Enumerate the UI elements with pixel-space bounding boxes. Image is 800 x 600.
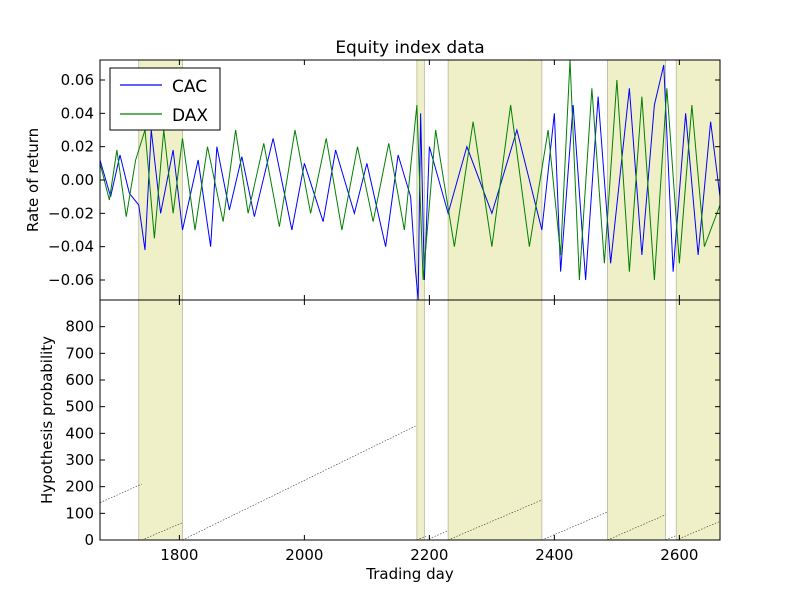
tick-label: −0.02	[48, 204, 94, 222]
tick-label: 300	[65, 451, 94, 469]
x-axis-label: Trading day	[365, 565, 454, 583]
tick-label: 600	[65, 371, 94, 389]
legend-box	[109, 67, 221, 131]
hypothesis-traces	[99, 425, 721, 541]
hypothesis-trace	[182, 425, 418, 541]
bottom-plot-frame	[99, 299, 721, 541]
tick-label: 500	[65, 398, 94, 416]
hypothesis-trace	[665, 535, 677, 541]
tick-label: 800	[65, 318, 94, 336]
tick-label: −0.04	[48, 238, 94, 256]
tick-label: 0.00	[61, 171, 94, 189]
tick-label: 700	[65, 344, 94, 362]
tick-label: 0	[84, 531, 94, 549]
chart-title: Equity index data	[335, 38, 484, 58]
legend: CAC DAX	[109, 67, 221, 131]
series-line-cac	[99, 64, 721, 301]
tick-label: 100	[65, 504, 94, 522]
tick-label: 0.02	[61, 138, 94, 156]
tick-label: 0.06	[61, 71, 94, 89]
hypothesis-trace	[676, 521, 721, 541]
axes-ticks: −0.06 −0.04 −0.02 0.00 0.02 0.04 0.06 0 100 200 30…	[48, 60, 720, 564]
tick-label: 2600	[660, 546, 698, 564]
bottom-y-axis-label: Hypothesis probability	[38, 336, 56, 504]
tick-label: 200	[65, 478, 94, 496]
legend-label-cac: CAC	[172, 77, 207, 97]
tick-label: 2000	[285, 546, 323, 564]
return-series-lines	[99, 59, 721, 301]
tick-label: 400	[65, 424, 94, 442]
hypothesis-trace	[448, 499, 542, 541]
top-y-axis-label: Rate of return	[24, 128, 42, 232]
tick-label: 1800	[160, 546, 198, 564]
tick-label: 2400	[535, 546, 573, 564]
legend-label-dax: DAX	[172, 106, 208, 126]
tick-label: 0.04	[61, 104, 94, 122]
hypothesis-trace	[426, 530, 449, 541]
tick-label: −0.06	[48, 271, 94, 289]
hypothesis-trace	[141, 522, 183, 541]
series-line-dax	[99, 59, 721, 281]
tick-label: 2200	[410, 546, 448, 564]
